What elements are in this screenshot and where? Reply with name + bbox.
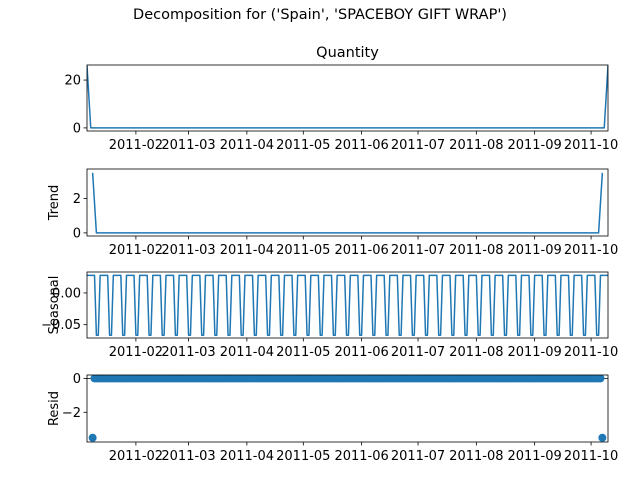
x-tick-label: 2011-03 bbox=[161, 345, 215, 360]
subplot-title: Quantity bbox=[316, 45, 379, 61]
y-tick-label: 20 bbox=[64, 74, 81, 89]
x-tick-label: 2011-02 bbox=[109, 138, 163, 153]
x-tick-label: 2011-07 bbox=[391, 449, 445, 464]
y-tick-label: −0.05 bbox=[41, 318, 81, 333]
axes-frame bbox=[86, 374, 609, 443]
x-tick-label: 2011-03 bbox=[161, 243, 215, 258]
x-tick-label: 2011-02 bbox=[109, 449, 163, 464]
figure-suptitle: Decomposition for ('Spain', 'SPACEBOY GI… bbox=[133, 7, 507, 23]
series-line bbox=[87, 65, 608, 129]
series-line bbox=[91, 172, 604, 234]
y-tick-label: 0.00 bbox=[52, 286, 81, 301]
x-tick-label: 2011-06 bbox=[334, 243, 388, 258]
plot-area bbox=[91, 172, 604, 234]
y-axis-label: Seasonal bbox=[47, 276, 62, 335]
axes-frame bbox=[86, 64, 609, 132]
x-tick-label: 2011-04 bbox=[220, 243, 274, 258]
x-tick-label: 2011-08 bbox=[449, 449, 503, 464]
y-tick-label: −2 bbox=[62, 406, 81, 421]
plot-area bbox=[87, 274, 608, 336]
y-tick-label: 0 bbox=[73, 372, 81, 387]
y-tick-label: 0 bbox=[73, 121, 81, 136]
x-tick-label: 2011-07 bbox=[391, 243, 445, 258]
x-tick-label: 2011-06 bbox=[334, 345, 388, 360]
x-tick-label: 2011-04 bbox=[220, 345, 274, 360]
y-tick-label: 0 bbox=[73, 226, 81, 241]
axes-frame bbox=[86, 271, 609, 339]
plot-area bbox=[87, 65, 608, 129]
x-tick-label: 2011-07 bbox=[391, 345, 445, 360]
x-tick-label: 2011-03 bbox=[161, 449, 215, 464]
resid-point bbox=[596, 375, 605, 383]
x-tick-label: 2011-09 bbox=[507, 449, 561, 464]
x-tick-label: 2011-09 bbox=[507, 138, 561, 153]
y-axis-label: Trend bbox=[47, 185, 62, 222]
x-tick-label: 2011-04 bbox=[220, 138, 274, 153]
plot-area bbox=[87, 375, 608, 442]
x-tick-label: 2011-10 bbox=[564, 345, 618, 360]
series-line bbox=[87, 274, 608, 336]
x-tick-label: 2011-10 bbox=[564, 138, 618, 153]
x-tick-label: 2011-10 bbox=[564, 243, 618, 258]
axes-frame bbox=[86, 168, 609, 237]
x-tick-label: 2011-06 bbox=[334, 138, 388, 153]
x-tick-label: 2011-05 bbox=[276, 345, 330, 360]
y-tick-label: 2 bbox=[73, 192, 81, 207]
resid-point bbox=[88, 433, 97, 442]
x-tick-label: 2011-10 bbox=[564, 449, 618, 464]
x-tick-label: 2011-07 bbox=[391, 138, 445, 153]
x-tick-label: 2011-02 bbox=[109, 243, 163, 258]
x-tick-label: 2011-05 bbox=[276, 138, 330, 153]
x-tick-label: 2011-05 bbox=[276, 243, 330, 258]
resid-point bbox=[598, 433, 607, 442]
x-tick-label: 2011-08 bbox=[449, 345, 503, 360]
y-axis-label: Resid bbox=[47, 391, 62, 426]
x-tick-label: 2011-09 bbox=[507, 243, 561, 258]
x-tick-label: 2011-06 bbox=[334, 449, 388, 464]
x-tick-label: 2011-02 bbox=[109, 345, 163, 360]
x-tick-label: 2011-08 bbox=[449, 138, 503, 153]
x-tick-label: 2011-05 bbox=[276, 449, 330, 464]
x-tick-label: 2011-09 bbox=[507, 345, 561, 360]
x-tick-label: 2011-03 bbox=[161, 138, 215, 153]
x-tick-label: 2011-08 bbox=[449, 243, 503, 258]
x-tick-label: 2011-04 bbox=[220, 449, 274, 464]
